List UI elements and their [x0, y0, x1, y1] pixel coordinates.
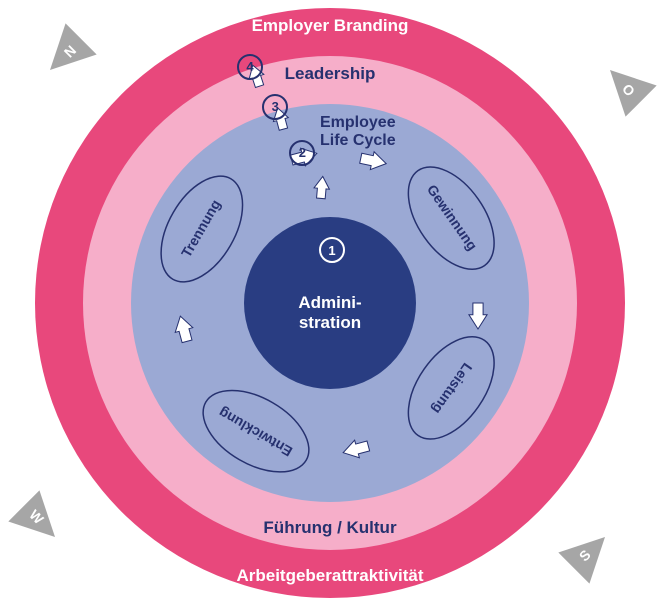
compass-label: N: [61, 42, 79, 60]
compass-w: W: [8, 490, 70, 552]
number-badge-1: 1: [319, 237, 345, 263]
label-fuehrung-kultur: Führung / Kultur: [130, 518, 530, 538]
label-employer-branding: Employer Branding: [130, 16, 530, 36]
label-administration: Admini- stration: [250, 293, 410, 332]
compass-o: O: [594, 54, 656, 116]
compass-label: O: [619, 81, 638, 100]
label-arbeitgeberattraktivitat: Arbeitgeberattraktivität: [130, 566, 530, 586]
diagram-stage: GewinnungLeistungEntwicklungTrennungNOSW…: [0, 0, 660, 607]
compass-n: N: [34, 23, 96, 85]
label-leadership: Leadership: [130, 64, 530, 84]
compass-label: W: [26, 506, 47, 527]
number-badge-3: 3: [262, 94, 288, 120]
compass-label: S: [576, 546, 594, 564]
label-employee-life-cycle: Employee Life Cycle: [320, 114, 480, 151]
compass-s: S: [558, 521, 620, 583]
